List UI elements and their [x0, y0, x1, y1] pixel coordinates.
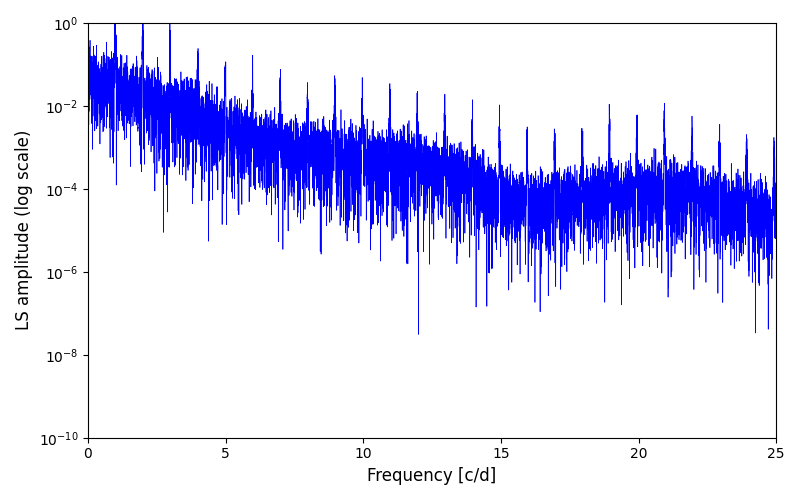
- X-axis label: Frequency [c/d]: Frequency [c/d]: [367, 467, 497, 485]
- Y-axis label: LS amplitude (log scale): LS amplitude (log scale): [15, 130, 33, 330]
